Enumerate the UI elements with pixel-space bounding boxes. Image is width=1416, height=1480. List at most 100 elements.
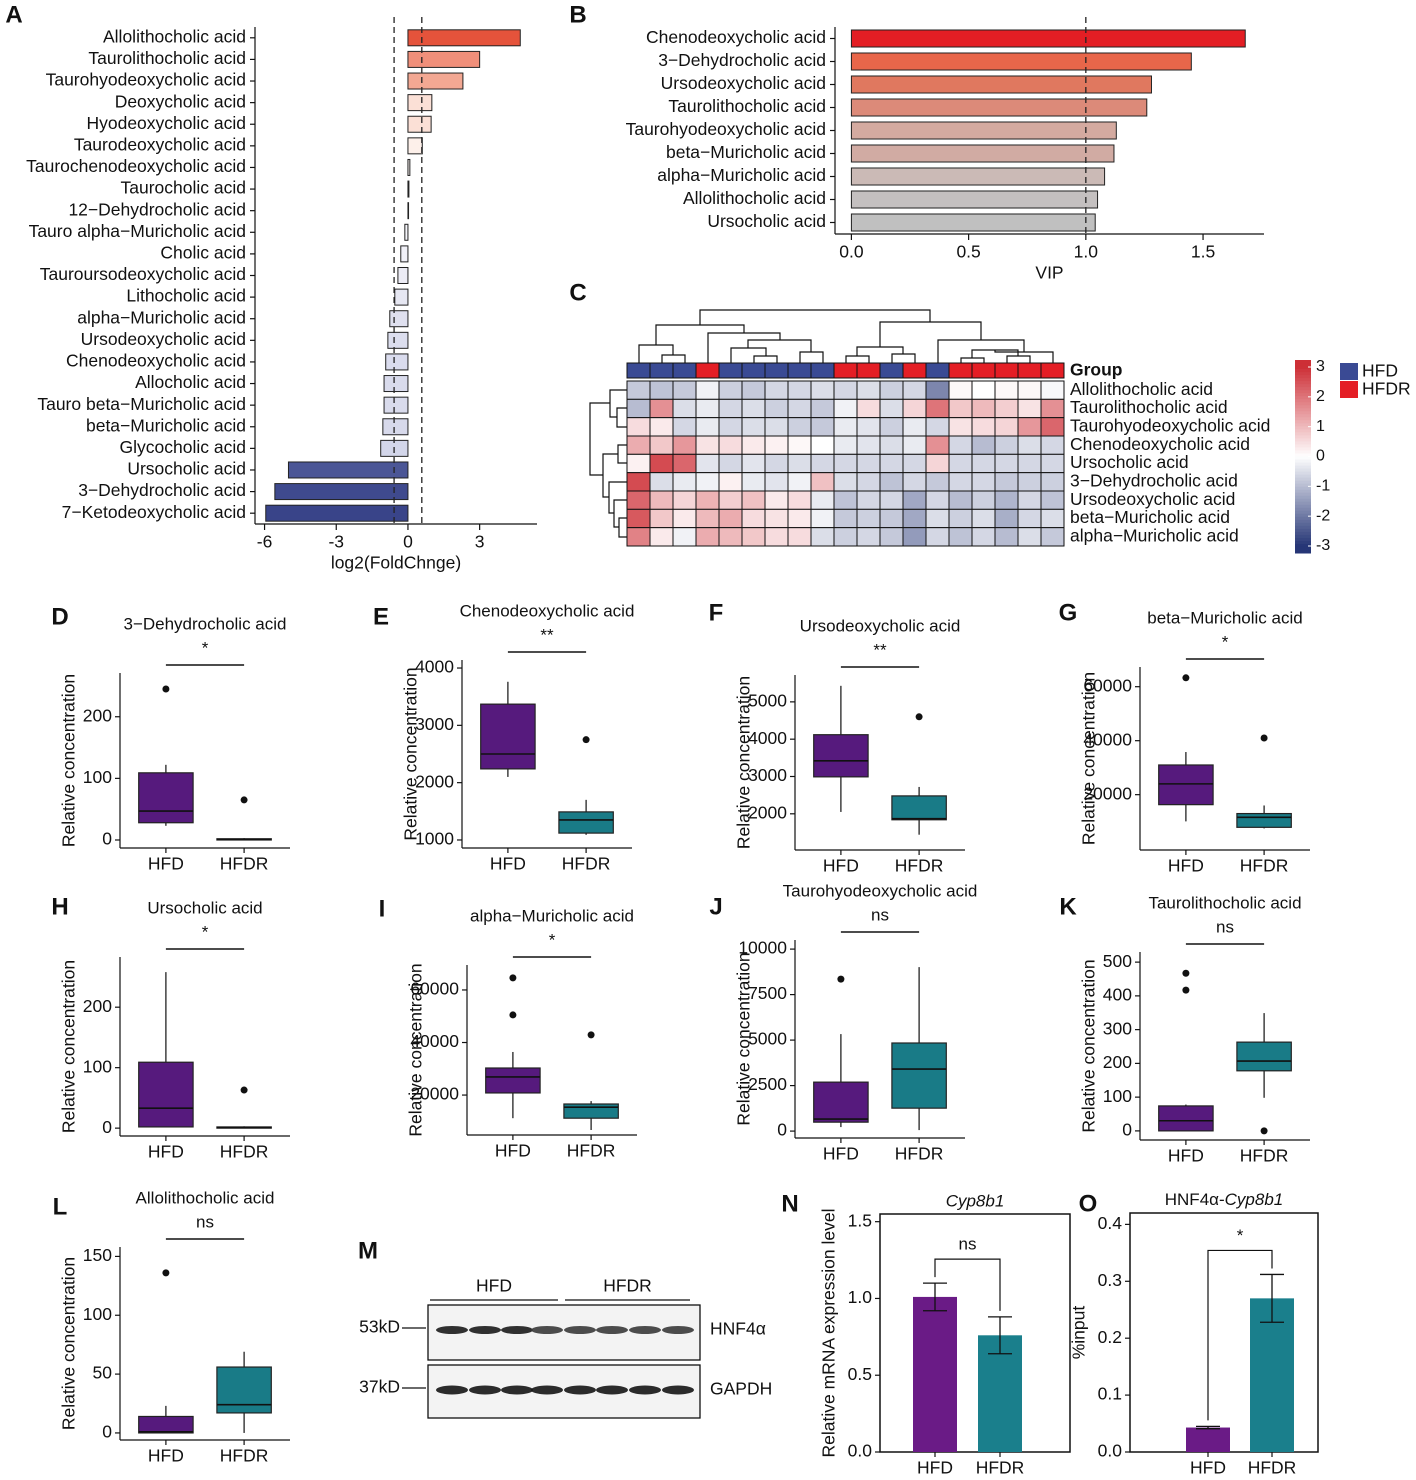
bar [407, 115, 432, 133]
heatmap-cell [741, 490, 766, 510]
heatmap-cell [856, 472, 881, 492]
heatmap-cell [902, 527, 927, 547]
bar [850, 29, 1246, 48]
y-tick-label: 60000 [1083, 675, 1132, 695]
y-tick-label: 0.0 [1098, 1441, 1123, 1461]
group-cell [925, 362, 950, 379]
x-tick-label: HFDR [562, 854, 611, 874]
panel-letter: F [709, 599, 724, 626]
heatmap-cell [787, 398, 812, 419]
row-label: Chenodeoxycholic acid [1070, 434, 1250, 454]
group-cell [833, 362, 858, 379]
outlier [162, 1269, 170, 1277]
y-tick-label: 2000 [748, 802, 787, 822]
band-label: GAPDH [710, 1379, 772, 1399]
heatmap-cell [833, 380, 858, 400]
x-tick-label: HFDR [567, 1141, 616, 1161]
column-dendrogram [638, 309, 1054, 363]
heatmap-cell [925, 417, 950, 437]
panel-letter: G [1059, 599, 1078, 626]
heatmap-cell [810, 490, 835, 510]
colorbar-slice [1295, 402, 1311, 406]
y-axis-label: Relative concentration [406, 963, 426, 1136]
heatmap-cell [764, 453, 789, 474]
bar [385, 353, 409, 371]
colorbar-slice [1295, 543, 1311, 548]
colorbar-slice [1295, 519, 1311, 524]
bar [407, 202, 410, 220]
legend-swatch [1340, 363, 1358, 380]
colorbar-slice [1295, 387, 1311, 391]
chart-title: beta−Muricholic acid [1147, 608, 1302, 627]
heatmap-cell [925, 435, 950, 455]
heatmap-cell [971, 490, 996, 510]
blot-band [564, 1326, 596, 1334]
heatmap-cell [810, 453, 835, 474]
heatmap-cell [1017, 527, 1042, 547]
legend-label: HFD [1362, 361, 1398, 381]
heatmap-cell [741, 435, 766, 455]
significance-bracket [1207, 1249, 1273, 1421]
colorbar-label: 0 [1316, 448, 1325, 465]
x-tick-label: HFD [148, 1446, 184, 1466]
colorbar-slice [1295, 423, 1311, 427]
x-tick-label: 3 [475, 532, 485, 552]
outlier [240, 796, 248, 804]
x-tick-label: HFDR [220, 1142, 269, 1162]
colorbar-slice [1295, 375, 1311, 379]
category-label: alpha−Muricholic acid [77, 307, 246, 327]
bar [387, 331, 409, 349]
significance: ns [1216, 917, 1234, 936]
outlier [1182, 969, 1190, 977]
blot-band [564, 1385, 596, 1395]
box [813, 1081, 869, 1123]
marker-label: 53kD [359, 1317, 400, 1337]
heatmap-cell [948, 527, 973, 547]
error-bar [1260, 1273, 1284, 1323]
blot-band [662, 1385, 694, 1395]
heatmap-cell [879, 472, 904, 492]
category-label: Ursocholic acid [707, 211, 826, 231]
heatmap-cell [994, 472, 1019, 492]
heatmap-cell [971, 435, 996, 455]
colorbar-slice [1295, 417, 1311, 421]
y-tick-label: 0 [102, 829, 112, 849]
heatmap-cell [672, 490, 697, 510]
box [563, 1103, 619, 1119]
category-label: Ursocholic acid [127, 459, 246, 479]
x-tick-label: HFD [148, 1142, 184, 1162]
bar [407, 50, 481, 68]
heatmap-cell [1017, 508, 1042, 529]
heatmap-cell [810, 527, 835, 547]
error-bar [988, 1316, 1012, 1355]
heatmap-cell [971, 417, 996, 437]
row-label: Allolithocholic acid [1070, 379, 1213, 399]
bar [978, 1335, 1022, 1452]
heatmap-cell [994, 453, 1019, 474]
heatmap-cell [925, 472, 950, 492]
heatmap-cell [856, 453, 881, 474]
heatmap-cell [718, 380, 743, 400]
outlier [915, 713, 923, 721]
y-tick-label: 0 [777, 1120, 787, 1140]
x-tick-label: 1.0 [1074, 242, 1099, 262]
colorbar-slice [1295, 507, 1311, 512]
group-cell [695, 362, 720, 379]
heatmap-cell [741, 380, 766, 400]
colorbar-slice [1295, 369, 1311, 373]
group-cell [856, 362, 881, 379]
heatmap-cell [879, 380, 904, 400]
heatmap-cell [833, 508, 858, 529]
x-tick-label: HFDR [895, 1144, 944, 1164]
colorbar-slice [1295, 393, 1311, 397]
colorbar-label: -2 [1316, 507, 1330, 524]
bar [407, 29, 521, 47]
blot-band [501, 1385, 533, 1395]
heatmap-cell [787, 527, 812, 547]
colorbar-slice [1295, 405, 1311, 409]
chart-title: Ursodeoxycholic acid [800, 616, 961, 635]
colorbar-slice [1295, 414, 1311, 418]
heatmap-cell [672, 527, 697, 547]
colorbar-slice [1295, 546, 1311, 551]
heatmap-cell [672, 453, 697, 474]
